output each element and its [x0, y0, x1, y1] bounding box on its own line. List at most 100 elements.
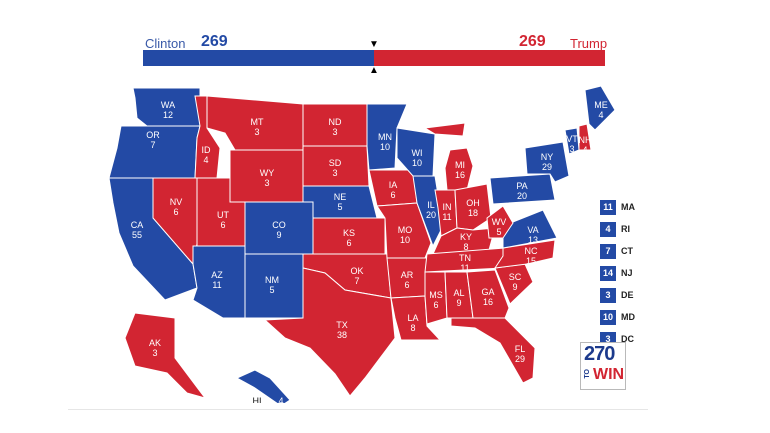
state-wv[interactable]: [486, 205, 514, 239]
state-ev-pa: 20: [517, 191, 527, 201]
state-label-mo: MO: [398, 225, 413, 235]
state-ev-in: 11: [442, 212, 451, 222]
state-label-or: OR: [146, 130, 160, 140]
state-hi[interactable]: [235, 369, 291, 403]
state-label-il: IL: [427, 200, 435, 210]
state-label-ia: IA: [389, 180, 398, 190]
state-label-nm: NM: [265, 275, 279, 285]
state-fl[interactable]: [450, 317, 536, 384]
state-label-ak: AK: [149, 338, 161, 348]
state-ev-ny: 29: [542, 162, 552, 172]
legend-ev-md: 10: [600, 310, 616, 325]
legend-ev-de: 3: [600, 288, 616, 303]
right-candidate-votes: 269: [519, 33, 546, 50]
state-label-me: ME: [594, 100, 608, 110]
state-label-ms: MS: [429, 290, 443, 300]
state-label-ut: UT: [217, 210, 229, 220]
state-ev-ar: 6: [404, 280, 409, 290]
right-candidate-name: Trump: [570, 36, 608, 51]
state-ev-me: 4: [598, 110, 603, 120]
state-label-ny: NY: [541, 152, 554, 162]
state-ny[interactable]: [524, 141, 570, 183]
state-ev-id: 4: [203, 155, 208, 165]
state-label-oh: OH: [466, 198, 480, 208]
state-ev-ne: 5: [337, 202, 342, 212]
state-ev-mi: 16: [455, 170, 465, 180]
state-ev-ok: 7: [354, 276, 359, 286]
state-label-in: IN: [443, 202, 452, 212]
state-ev-ut: 6: [220, 220, 225, 230]
us-electoral-map: WA12OR7CA55NV6ID4MT3WY3UT6AZ11CO9NM5ND3S…: [108, 85, 616, 403]
state-label-id: ID: [202, 145, 212, 155]
state-ev-nh: 4: [582, 145, 587, 155]
state-label-fl: FL: [515, 344, 526, 354]
state-ev-wi: 10: [412, 158, 422, 168]
electoral-vote-bar: Clinton 269 269 Trump ▼ ▲: [143, 33, 608, 76]
state-mn[interactable]: [366, 103, 408, 171]
page-divider: [68, 409, 648, 410]
state-ev-ca: 55: [132, 230, 142, 240]
left-candidate-votes: 269: [201, 33, 228, 50]
state-ev-ks: 6: [346, 238, 351, 248]
state-ev-wa: 12: [163, 110, 173, 120]
state-ev-ak: 3: [152, 348, 157, 358]
state-me[interactable]: [584, 85, 616, 131]
state-label-co: CO: [272, 220, 286, 230]
state-label-vt: VT: [566, 134, 578, 144]
state-va[interactable]: [502, 209, 558, 249]
state-pa[interactable]: [489, 173, 556, 205]
state-label-sd: SD: [329, 158, 342, 168]
state-label-al: AL: [453, 288, 464, 298]
state-label-az: AZ: [211, 270, 223, 280]
state-label-la: LA: [407, 313, 418, 323]
state-label-wa: WA: [161, 100, 175, 110]
state-ev-mt: 3: [254, 127, 259, 137]
state-ev-fl: 29: [515, 354, 525, 364]
state-ev-wy: 3: [264, 178, 269, 188]
midpoint-marker-down-icon: ▼: [369, 39, 379, 50]
state-label-pa: PA: [516, 181, 527, 191]
right-candidate-bar: [374, 50, 605, 66]
state-ev-al: 9: [456, 298, 461, 308]
state-label-ok: OK: [350, 266, 363, 276]
state-ev-nv: 6: [173, 207, 178, 217]
state-tx[interactable]: [263, 267, 396, 397]
state-label-wv: WV: [492, 217, 507, 227]
state-ev-ms: 6: [433, 300, 438, 310]
state-ga[interactable]: [466, 269, 510, 319]
logo-number: 270: [584, 343, 615, 365]
legend-ev-ct: 7: [600, 244, 616, 259]
state-ev-tx: 38: [337, 330, 347, 340]
state-ev-vt: 3: [569, 144, 574, 154]
state-label-sc: SC: [509, 272, 522, 282]
state-label-wy: WY: [260, 168, 275, 178]
left-candidate-name: Clinton: [145, 36, 186, 51]
state-ev-mo: 10: [400, 235, 410, 245]
legend-label-nj: NJ: [621, 268, 633, 278]
state-label-va: VA: [527, 225, 538, 235]
state-label-nc: NC: [525, 246, 538, 256]
state-label-ky: KY: [460, 232, 472, 242]
state-ev-ga: 16: [483, 297, 493, 307]
state-label-nh: NH: [579, 135, 592, 145]
legend-label-de: DE: [621, 290, 634, 300]
legend-ev-ri: 4: [600, 222, 616, 237]
legend-ev-ma: 11: [600, 200, 616, 215]
state-oh[interactable]: [454, 183, 492, 231]
state-label-mt: MT: [251, 117, 264, 127]
state-label-hi: HI: [253, 396, 262, 403]
legend-label-md: MD: [621, 312, 635, 322]
state-ev-nd: 3: [332, 127, 337, 137]
state-label-ar: AR: [401, 270, 414, 280]
state-ev-or: 7: [150, 140, 155, 150]
state-ev-va: 13: [528, 235, 538, 245]
state-ms[interactable]: [424, 271, 448, 325]
state-ev-hi: 4: [278, 396, 283, 403]
state-nh[interactable]: [578, 123, 592, 151]
state-label-mi: MI: [455, 160, 465, 170]
state-label-tx: TX: [336, 320, 348, 330]
midpoint-marker-up-icon: ▲: [369, 65, 379, 76]
state-label-ga: GA: [481, 287, 494, 297]
state-ak[interactable]: [124, 312, 207, 399]
legend-label-ma: MA: [621, 202, 635, 212]
